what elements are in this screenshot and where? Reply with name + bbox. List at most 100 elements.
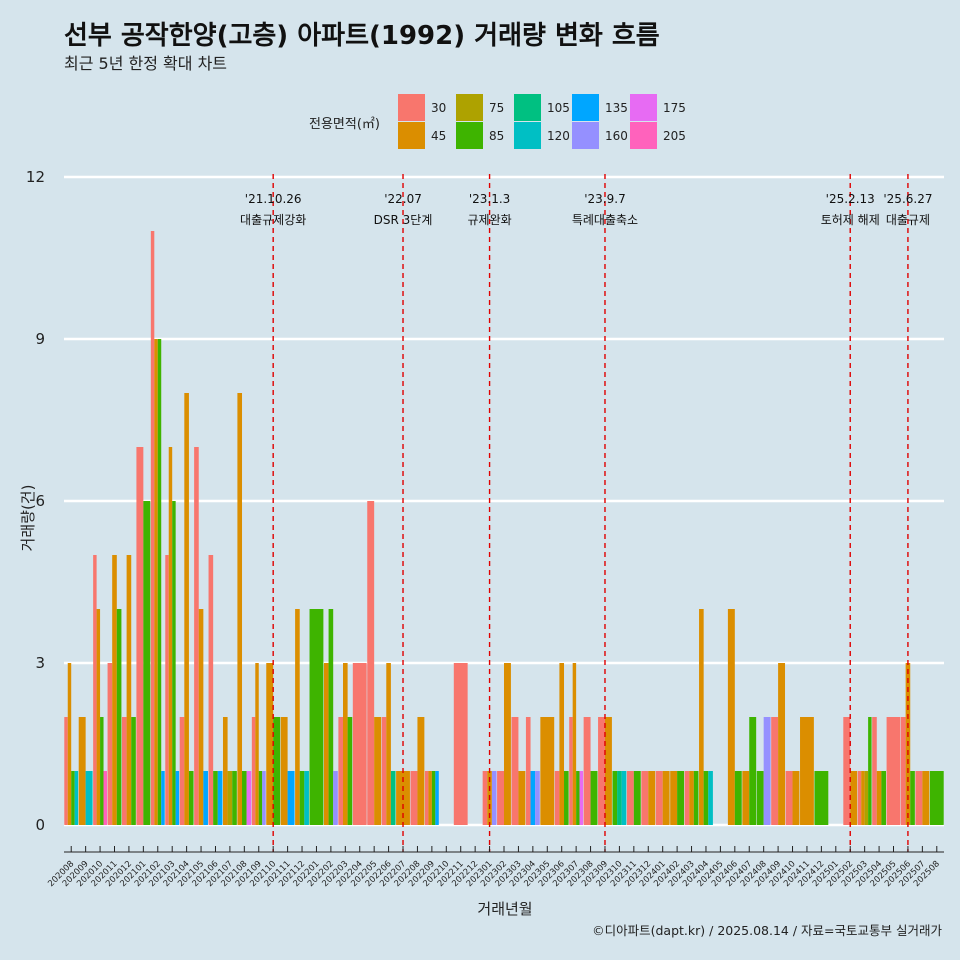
bar-202008-120 [74,771,79,825]
bar-202408-85 [756,771,764,825]
bar-202102-45 [154,339,158,825]
legend-swatch-120 [514,122,541,149]
bar-202408-160 [763,717,771,825]
bar-202111-135 [287,771,295,825]
bar-202404-120 [708,771,713,825]
bar-202412-85 [814,771,829,825]
y-axis: 0 3 6 9 12 [26,168,45,834]
bar-202410-45 [792,771,800,825]
bar-202209-85 [431,771,436,825]
legend-label-175: 175 [663,101,686,115]
bar-202309-45 [604,717,612,825]
x-axis: 2020082020092020102020112020122021012021… [46,846,944,889]
bar-202402-45 [670,771,678,825]
bar-202409-45 [778,663,786,825]
bar-202402-85 [677,771,685,825]
event-date: '21.10.26 [245,192,302,206]
bar-202502-45 [850,771,858,825]
bar-202308-85 [590,771,598,825]
legend-label-75: 75 [489,101,504,115]
bar-202312-30 [641,771,649,825]
legend-swatch-45 [398,122,425,149]
bar-202109-160 [262,771,266,825]
bar-202303-45 [518,771,526,825]
bar-202012-85 [131,717,136,825]
legend: 전용면적(㎡) 30 45 75 85 105 120 135 160 175 205 [309,94,686,149]
event-text: 규제완화 [467,213,511,227]
bar-202109-45 [255,663,259,825]
bar-202204-30 [352,663,367,825]
event-date: '22.07 [384,192,422,206]
bar-202106-135 [217,771,223,825]
bar-202110-85 [273,717,281,825]
event-date: '25.2.13 [826,192,875,206]
bar-202506-85 [910,771,915,825]
bar-202103-45 [168,447,173,825]
bar-202410-30 [785,771,793,825]
bar-202103-30 [165,555,169,825]
y-axis-title: 거래량(건) [19,485,37,552]
legend-label-135: 135 [605,101,628,115]
bar-202304-160 [535,771,540,825]
bar-202107-75 [227,771,233,825]
bar-202109-85 [258,771,263,825]
bar-202011-30 [107,663,113,825]
bar-202109-30 [251,717,256,825]
bar-202103-85 [172,501,176,825]
bar-202107-45 [222,717,228,825]
bar-202302-45 [504,663,511,825]
bar-202307-175 [579,771,584,825]
bar-202106-85 [213,771,218,825]
bar-202206-45 [386,663,391,825]
bar-202206-30 [381,717,387,825]
bar-202201-85 [309,609,324,825]
bar-202102-30 [150,231,155,825]
bar-202108-45 [237,393,243,825]
bar-202203-30 [338,717,344,825]
bar-202307-85 [576,771,580,825]
bar-202202-85 [328,609,334,825]
bars [64,231,944,825]
bar-202504-45 [876,771,882,825]
bar-202111-45 [280,717,288,825]
y-tick-label: 9 [35,330,45,348]
x-axis-title: 거래년월 [477,900,532,918]
bar-202504-30 [872,717,877,825]
bar-202503-75 [864,771,869,825]
legend-label-120: 120 [547,129,570,143]
bar-202505-30 [886,717,901,825]
bar-202105-30 [194,447,199,825]
event-date: '25.6.27 [883,192,932,206]
legend-swatch-160 [572,122,599,149]
legend-swatch-85 [456,122,483,149]
bar-202211-30 [453,663,468,825]
bar-202507-30 [915,771,923,825]
bar-202307-45 [572,663,577,825]
bar-202205-30 [367,501,375,825]
bar-202209-45 [428,771,432,825]
y-tick-label: 0 [35,816,45,834]
bar-202409-30 [771,717,779,825]
chart-title: 선부 공작한양(고층) 아파트(1992) 거래량 변화 흐름 [64,21,660,51]
bar-202411-45 [800,717,814,825]
chart-subtitle: 최근 5년 한정 확대 차트 [64,54,227,73]
bar-202401-30 [655,771,663,825]
bar-202310-120 [621,771,627,825]
bar-202308-30 [583,717,591,825]
bar-202010-45 [96,609,101,825]
bar-202009-120 [85,771,93,825]
bar-202209-30 [424,771,429,825]
bar-202112-120 [304,771,309,825]
bar-202009-45 [78,717,86,825]
bar-202503-45 [861,771,865,825]
bar-202304-30 [525,717,531,825]
bar-202209-135 [435,771,439,825]
event-text: 특례대출축소 [572,213,638,227]
bar-202011-85 [116,609,122,825]
bar-202407-45 [742,771,750,825]
bar-202108-175 [246,771,252,825]
bar-202105-135 [203,771,208,825]
bar-202104-45 [184,393,189,825]
